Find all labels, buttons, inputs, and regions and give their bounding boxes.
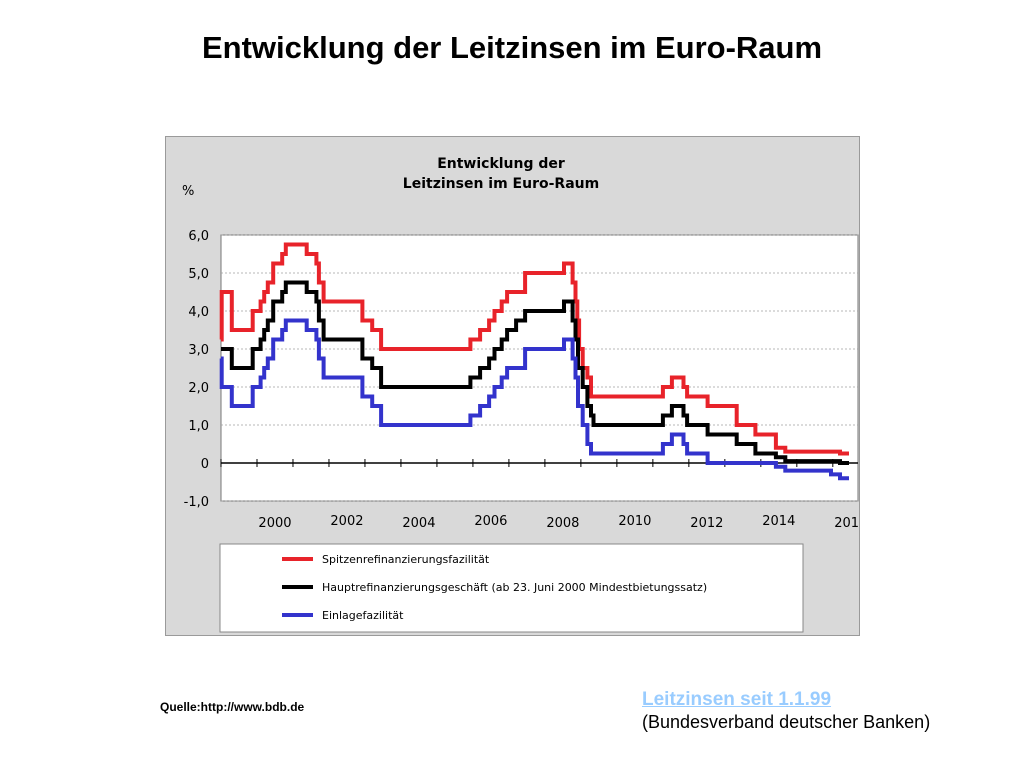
source-note: Quelle:http://www.bdb.de — [160, 700, 305, 714]
chart-title-line: Leitzinsen im Euro-Raum — [403, 176, 599, 192]
rate-chart: Entwicklung der Leitzinsen im Euro-Raum %… — [182, 156, 859, 633]
y-tick-label: 0 — [201, 457, 209, 472]
x-tick-label: 2010 — [618, 514, 651, 529]
series-lines — [219, 242, 849, 481]
x-tick-label: 2016 — [834, 516, 859, 531]
legend-label: Spitzenrefinanzierungsfazilität — [322, 553, 490, 566]
chart-panel: Entwicklung der Leitzinsen im Euro-Raum %… — [165, 136, 860, 636]
y-tick-label: 3,0 — [188, 343, 209, 358]
x-tick-label: 2002 — [330, 514, 363, 529]
x-tick-label: 2000 — [258, 516, 291, 531]
chart-title-line: Entwicklung der — [437, 156, 565, 172]
x-tick-label: 2006 — [474, 514, 507, 529]
y-axis-unit: % — [182, 184, 194, 199]
x-tick-label: 2008 — [546, 516, 579, 531]
x-tick-label: 2014 — [762, 514, 795, 529]
x-tick-label: 2012 — [690, 516, 723, 531]
slide-title: Entwicklung der Leitzinsen im Euro-Raum — [201, 30, 823, 65]
legend-box — [219, 543, 804, 633]
y-tick-label: 1,0 — [188, 419, 209, 434]
legend-label: Einlagefazilität — [322, 609, 404, 622]
series-line — [221, 280, 849, 465]
chart-title: Entwicklung der Leitzinsen im Euro-Raum — [403, 156, 599, 192]
y-tick-label: 4,0 — [188, 305, 209, 320]
x-tick-label: 2004 — [402, 516, 435, 531]
legend-label: Hauptrefinanzierungsgeschäft (ab 23. Jun… — [322, 581, 707, 594]
series-line — [219, 318, 849, 481]
series-line — [219, 242, 849, 456]
y-tick-label: 5,0 — [188, 267, 209, 282]
y-tick-label: 6,0 — [188, 229, 209, 244]
legend: Spitzenrefinanzierungsfazilität Hauptrefi… — [219, 543, 804, 633]
publisher-note: (Bundesverband deutscher Banken) — [642, 712, 931, 732]
rates-link[interactable]: Leitzinsen seit 1.1.99 — [642, 689, 832, 710]
y-tick-label: 2,0 — [188, 381, 209, 396]
y-axis-ticks: 6,0 5,0 4,0 3,0 2,0 1,0 0 -1,0 — [184, 229, 209, 510]
y-tick-label: -1,0 — [184, 495, 209, 510]
plot-area — [220, 234, 859, 502]
reference-block: Leitzinsen seit 1.1.99 (Bundesverband de… — [642, 689, 930, 733]
